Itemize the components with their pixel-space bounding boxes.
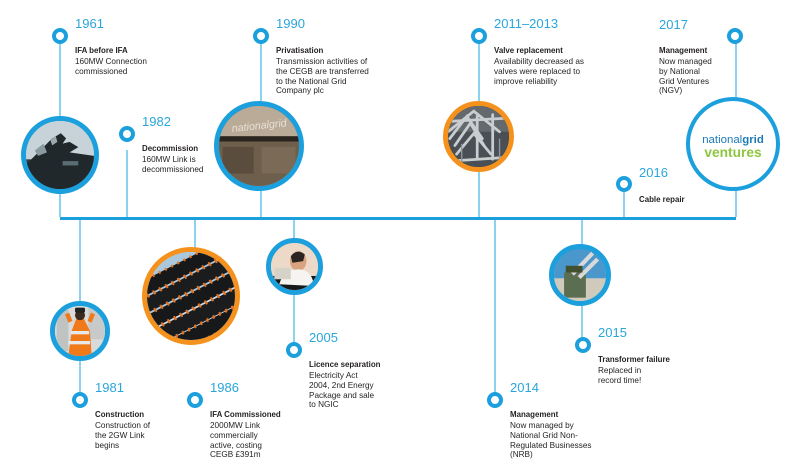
svg-text:ventures: ventures [704,145,762,160]
